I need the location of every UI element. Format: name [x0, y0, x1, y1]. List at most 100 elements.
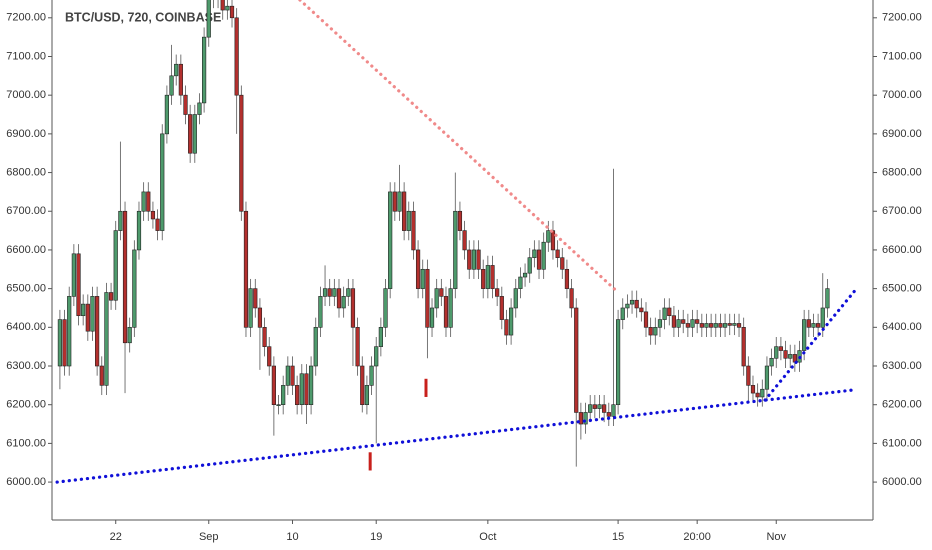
candle-body — [788, 354, 793, 359]
candle-body — [262, 327, 267, 347]
y-tick-label-right: 6600.00 — [882, 244, 922, 256]
candle-body — [295, 385, 300, 406]
candle-body — [420, 268, 425, 289]
candle-body — [62, 319, 67, 367]
candle-body — [150, 210, 156, 220]
candle-body — [336, 288, 342, 309]
candle-body — [85, 303, 90, 332]
candle-body — [322, 288, 328, 297]
candle-body — [281, 385, 286, 406]
candle-body — [476, 249, 481, 270]
trendline — [763, 286, 859, 402]
candle-body — [509, 307, 514, 336]
candle-body — [662, 307, 667, 320]
candle-body — [122, 210, 128, 344]
candle-body — [434, 288, 439, 309]
y-tick-label: 6000.00 — [6, 476, 46, 488]
candle-body — [802, 319, 807, 351]
candle-body — [90, 296, 95, 332]
y-tick-label: 6100.00 — [6, 437, 46, 449]
candle-body — [95, 296, 100, 367]
candle-body — [634, 299, 639, 309]
candle-body — [611, 404, 616, 417]
candle-body — [755, 392, 760, 398]
candle-body — [127, 327, 132, 344]
y-tick-label-right: 6300.00 — [882, 360, 922, 372]
trendline — [55, 388, 855, 484]
candle-body — [681, 319, 686, 324]
candle-body — [783, 350, 788, 359]
candle-body — [453, 210, 458, 289]
candle-body — [713, 323, 718, 328]
y-tick-label-right: 6800.00 — [882, 166, 922, 178]
candle-body — [271, 365, 276, 406]
candle-body — [136, 210, 142, 251]
candle-body — [648, 327, 653, 336]
y-tick-label-right: 6200.00 — [882, 399, 922, 411]
y-tick-label-right: 6000.00 — [882, 476, 922, 488]
candle-body — [546, 230, 551, 243]
candle-body — [685, 323, 690, 328]
candle-body — [704, 323, 709, 328]
candle-body — [560, 257, 565, 270]
candle-body — [169, 75, 174, 96]
candle-body — [513, 288, 518, 309]
candle-body — [406, 210, 411, 231]
candle-body — [778, 346, 783, 351]
candle-body — [583, 412, 588, 425]
candle-body — [462, 230, 467, 251]
candle-body — [481, 268, 486, 289]
candle-body — [806, 319, 811, 328]
candle-body — [657, 319, 663, 328]
candle-body — [206, 0, 211, 38]
candle-body — [699, 323, 704, 328]
candle-body — [485, 265, 490, 289]
y-tick-label: 6400.00 — [6, 321, 46, 333]
candle-body — [174, 63, 179, 77]
x-tick-label: 10 — [286, 531, 298, 543]
y-tick-label: 6800.00 — [6, 166, 46, 178]
candle-body — [569, 288, 574, 309]
x-tick-label: Oct — [479, 531, 496, 543]
candle-body — [192, 114, 197, 154]
candle-body — [248, 288, 253, 328]
candle-body — [639, 307, 644, 313]
candle-body — [290, 365, 295, 386]
candle-body — [383, 288, 388, 328]
candle-body — [160, 133, 165, 231]
candle-body — [346, 288, 351, 297]
candle-body — [76, 253, 81, 317]
candle-body — [81, 303, 86, 317]
candle-body — [220, 0, 225, 11]
candle-body — [457, 210, 463, 231]
candle-body — [615, 319, 621, 406]
candle-body — [588, 404, 593, 413]
y-tick-label-right: 6400.00 — [882, 321, 922, 333]
y-tick-label: 6600.00 — [6, 244, 46, 256]
candle-body — [504, 319, 509, 336]
candle-body — [564, 268, 570, 289]
candle-body — [183, 94, 188, 115]
candle-body — [769, 357, 774, 367]
candle-body — [676, 319, 681, 328]
candle-body — [429, 307, 435, 328]
candle-body — [276, 404, 281, 407]
candle-body — [104, 292, 109, 386]
candle-body — [285, 365, 290, 386]
candle-body — [718, 323, 723, 328]
candle-body — [67, 296, 72, 367]
candle-body — [709, 323, 714, 328]
candle-body — [402, 191, 407, 231]
candle-body — [364, 385, 370, 406]
candle-body — [313, 327, 318, 367]
candle-body — [318, 296, 323, 328]
candle-body — [527, 257, 532, 274]
candle-body — [532, 249, 537, 258]
candle-body — [722, 323, 728, 328]
candle-body — [243, 210, 249, 328]
candle-body — [355, 327, 360, 367]
y-tick-label: 6200.00 — [6, 399, 46, 411]
candle-body — [467, 249, 472, 270]
candle-body — [760, 388, 765, 398]
candle-body — [774, 346, 779, 359]
